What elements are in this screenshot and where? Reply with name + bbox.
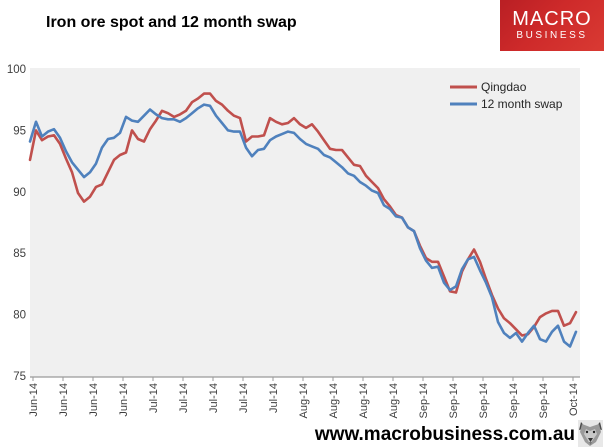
x-axis-tick-label: Jul-14 [148,383,160,413]
x-axis-tick-label: Jul-14 [238,383,250,413]
chart-title: Iron ore spot and 12 month swap [46,14,297,31]
x-axis-tick-label: Sep-14 [508,383,520,418]
series-line-qingdao [28,92,578,337]
x-axis-tick-label: Jul-14 [178,383,190,413]
x-axis-tick-label: Jul-14 [268,383,280,413]
x-axis-tick-label: Jun-14 [58,383,70,417]
logo-text-macro: MACRO [512,8,592,30]
x-axis-tick-label: Aug-14 [328,383,340,418]
legend-label-qingdao: Qingdao [481,80,527,94]
y-axis-tick-label: 85 [13,248,26,260]
x-axis-tick-label: Aug-14 [358,383,370,418]
y-axis-tick-label: 75 [13,371,26,383]
x-axis-tick-label: Oct-14 [568,383,580,416]
y-axis-tick-label: 80 [13,310,26,322]
x-axis-tick-label: Sep-14 [448,383,460,418]
y-axis-tick-label: 90 [13,187,26,199]
x-axis-tick-label: Jun-14 [118,383,130,417]
x-axis-tick-label: Aug-14 [298,383,310,418]
wolf-icon [578,420,603,447]
logo-text-business: BUSINESS [516,30,588,41]
macrobusiness-logo: MACRO BUSINESS [500,0,604,51]
watermark-url: www.macrobusiness.com.au [314,424,575,445]
y-axis-tick-label: 95 [13,125,26,137]
x-axis-tick-label: Jun-14 [88,383,100,417]
x-axis-tick-label: Aug-14 [388,383,400,418]
series-line-12-month-swap [28,103,578,348]
legend-label-swap: 12 month swap [481,97,563,111]
y-axis-tick-label: 100 [7,64,26,76]
x-axis-tick-label: Sep-14 [478,383,490,418]
x-axis-tick-label: Sep-14 [538,383,550,418]
x-axis-tick-label: Sep-14 [418,383,430,418]
plot-area [30,68,580,377]
x-axis-tick-label: Jul-14 [208,383,220,413]
x-axis-tick-label: Jun-14 [28,383,40,417]
